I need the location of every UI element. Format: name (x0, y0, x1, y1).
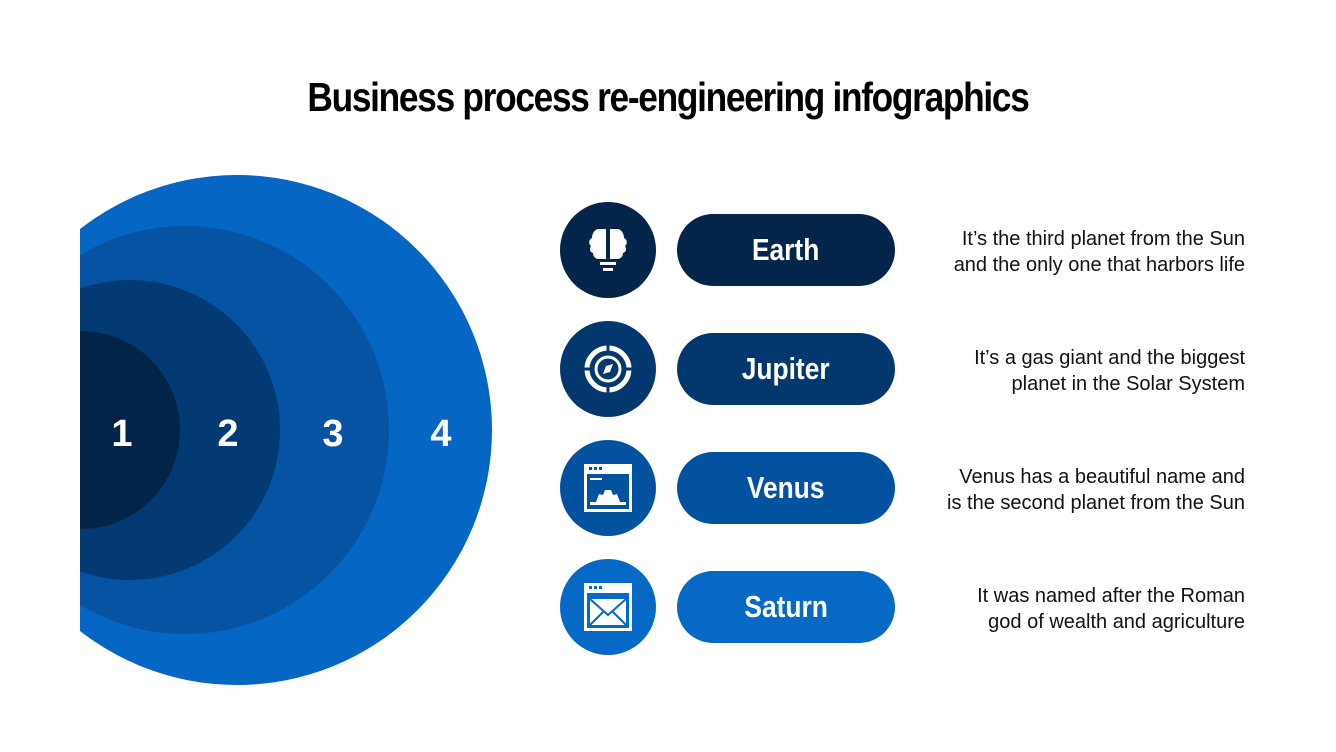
desc-line: It’s a gas giant and the biggest (974, 347, 1245, 369)
icon-circle-earth (560, 202, 656, 298)
browser-mail-icon (584, 583, 632, 631)
pill-label: Earth (752, 232, 820, 267)
ring-label-1: 1 (111, 413, 132, 455)
pill-saturn: Saturn (677, 571, 895, 643)
desc-line: planet in the Solar System (1011, 373, 1245, 395)
ring-label-3: 3 (322, 413, 343, 455)
pill-label: Jupiter (742, 351, 830, 386)
icon-circle-jupiter (560, 321, 656, 417)
brain-bulb-icon (589, 229, 627, 271)
desc-jupiter: It’s a gas giant and the biggest planet i… (885, 345, 1245, 397)
desc-line: It’s the third planet from the Sun (961, 228, 1245, 250)
desc-line: It was named after the Roman (977, 585, 1245, 607)
pill-label: Venus (747, 470, 825, 505)
desc-line: and the only one that harbors life (953, 254, 1245, 276)
desc-line: god of wealth and agriculture (988, 611, 1245, 633)
pill-label: Saturn (744, 589, 828, 624)
icon-circle-saturn (560, 559, 656, 655)
browser-gear-icon (584, 464, 632, 512)
pill-jupiter: Jupiter (677, 333, 895, 405)
desc-venus: Venus has a beautiful name and is the sec… (885, 464, 1245, 516)
ring-1 (80, 331, 180, 529)
desc-line: Venus has a beautiful name and (959, 466, 1245, 488)
compass-target-icon (584, 345, 632, 393)
ring-label-2: 2 (217, 413, 238, 455)
pill-earth: Earth (677, 214, 895, 286)
desc-saturn: It was named after the Roman god of wealt… (885, 583, 1245, 635)
icon-circle-venus (560, 440, 656, 536)
desc-line: is the second planet from the Sun (947, 492, 1245, 514)
ring-label-4: 4 (430, 413, 451, 455)
desc-earth: It’s the third planet from the Sun and th… (885, 226, 1245, 278)
pill-venus: Venus (677, 452, 895, 524)
concentric-rings-diagram: 1 2 3 4 (80, 175, 492, 685)
slide-title: Business process re-engineering infograp… (307, 74, 1029, 120)
